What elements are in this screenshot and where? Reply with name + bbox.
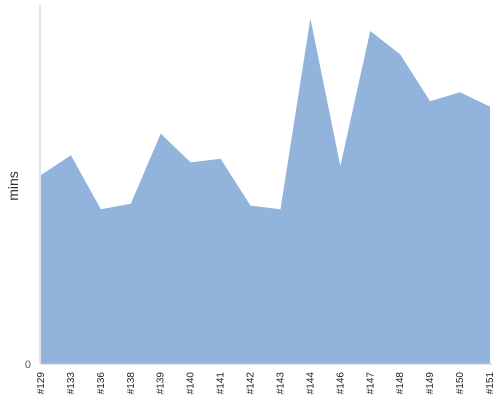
x-tick-label: #129 (36, 372, 47, 395)
x-tick-label: #141 (216, 372, 227, 395)
x-tick-label: #147 (365, 372, 376, 395)
x-tick-label: #133 (66, 372, 77, 395)
y-axis-label: mins (5, 171, 21, 201)
x-tick-label: #136 (96, 372, 107, 395)
x-tick-label: #140 (186, 372, 197, 395)
x-tick-label: #148 (395, 372, 406, 395)
y-tick-label-zero: 0 (25, 359, 31, 371)
x-tick-label: #151 (485, 372, 496, 395)
x-tick-label: #149 (425, 372, 436, 395)
x-tick-label: #143 (275, 372, 286, 395)
x-tick-labels: #129 #133 #136 #138 #139 #140 #141 #142 #143 #144… (36, 372, 496, 395)
area-series (41, 18, 490, 365)
x-tick-label: #139 (156, 372, 167, 395)
x-tick-label: #138 (126, 372, 137, 395)
x-tick-label: #142 (246, 372, 257, 395)
x-tick-label: #146 (335, 372, 346, 395)
x-tick-label: #144 (305, 372, 316, 395)
x-tick-label: #150 (455, 372, 466, 395)
